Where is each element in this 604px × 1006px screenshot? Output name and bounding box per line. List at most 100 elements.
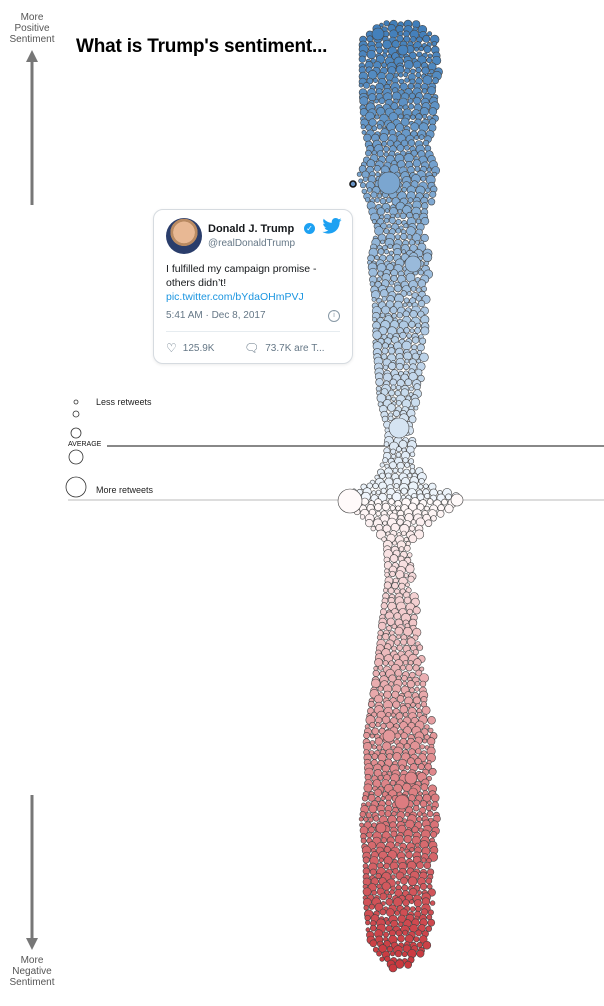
tweet-bubble[interactable] — [375, 510, 381, 517]
tweet-bubble[interactable] — [364, 914, 371, 922]
tweet-bubble[interactable] — [399, 331, 407, 340]
tweet-bubble[interactable] — [384, 249, 390, 255]
tweet-bubble[interactable] — [408, 502, 418, 512]
tweet-bubble[interactable] — [396, 634, 401, 640]
tweet-bubble[interactable] — [386, 493, 393, 500]
tweet-bubble[interactable] — [373, 164, 381, 172]
tweet-bubble[interactable] — [388, 250, 394, 256]
tweet-bubble[interactable] — [406, 680, 416, 689]
tweet-bubble[interactable] — [378, 621, 387, 631]
tweet-bubble[interactable] — [394, 732, 401, 740]
tweet-bubble[interactable] — [369, 868, 377, 876]
tweet-bubble[interactable] — [366, 77, 374, 85]
tweet-bubble[interactable] — [389, 306, 398, 314]
tweet-bubble[interactable] — [370, 525, 376, 532]
tweet-bubble[interactable] — [387, 587, 395, 595]
tweet-bubble[interactable] — [396, 644, 403, 651]
tweet-bubble[interactable] — [401, 884, 409, 892]
avatar[interactable] — [166, 218, 202, 254]
tweet-bubble[interactable] — [441, 498, 448, 506]
tweet-bubble[interactable] — [409, 906, 416, 912]
tweet-bubble[interactable] — [377, 124, 383, 130]
tweet-bubble[interactable] — [421, 88, 428, 94]
tweet-bubble[interactable] — [409, 525, 416, 532]
tweet-bubble[interactable] — [394, 950, 403, 958]
tweet-bubble[interactable] — [413, 96, 421, 105]
tweet-bubble[interactable] — [404, 462, 410, 468]
tweet-bubble[interactable] — [359, 96, 369, 106]
tweet-bubble[interactable] — [387, 403, 396, 412]
tweet-bubble[interactable] — [384, 572, 390, 578]
tweet-bubble[interactable] — [395, 880, 401, 886]
tweet-bubble[interactable] — [409, 451, 416, 458]
tweet-bubble[interactable] — [414, 135, 419, 141]
tweet-bubble[interactable] — [389, 951, 395, 957]
tweet-bubble[interactable] — [379, 956, 385, 962]
tweet-bubble[interactable] — [365, 812, 372, 819]
tweet-bubble[interactable] — [415, 66, 422, 74]
tweet-bubble[interactable] — [417, 349, 423, 355]
tweet-bubble[interactable] — [377, 193, 383, 199]
tweet-bubble[interactable] — [410, 36, 417, 43]
likes-count[interactable]: ♡ 125.9K — [166, 341, 215, 355]
tweet-bubble[interactable] — [419, 800, 428, 808]
tweet-bubble[interactable] — [359, 514, 366, 520]
tweet-bubble[interactable] — [392, 700, 401, 709]
tweet-bubble[interactable] — [397, 208, 403, 214]
tweet-bubble[interactable] — [369, 740, 375, 746]
tweet-bubble[interactable] — [383, 151, 389, 157]
tweet-bubble[interactable] — [396, 695, 405, 703]
tweet-bubble[interactable] — [428, 107, 438, 116]
tweet-bubble[interactable] — [376, 150, 384, 158]
tweet-bubble[interactable] — [396, 518, 404, 526]
tweet-card[interactable]: Donald J. Trump ✓ @realDonaldTrump I ful… — [153, 209, 353, 364]
tweet-bubble[interactable] — [381, 62, 387, 68]
tweet-bubble[interactable] — [427, 716, 436, 725]
tweet-bubble[interactable] — [389, 779, 396, 786]
tweet-bubble[interactable] — [378, 857, 384, 863]
tweet-bubble[interactable] — [380, 837, 387, 844]
tweet-bubble[interactable] — [382, 931, 389, 938]
tweet-bubble[interactable] — [384, 810, 392, 817]
tweet-bubble[interactable] — [389, 280, 395, 286]
tweet-bubble[interactable] — [379, 892, 388, 901]
tweet-bubble[interactable] — [403, 544, 411, 552]
tweet-author-handle[interactable]: @realDonaldTrump — [208, 238, 296, 249]
tweet-bubble[interactable] — [410, 286, 417, 292]
tweet-bubble[interactable] — [417, 374, 425, 383]
tweet-bubble[interactable] — [436, 509, 445, 518]
tweet-bubble[interactable] — [403, 537, 409, 542]
tweet-bubble[interactable] — [401, 186, 407, 193]
tweet-bubble[interactable] — [363, 905, 369, 911]
tweet-bubble[interactable] — [401, 951, 408, 958]
tweet-bubble[interactable] — [430, 515, 437, 522]
tweet-bubble[interactable] — [383, 364, 389, 371]
tweet-bubble[interactable] — [370, 58, 376, 64]
tweet-bubble[interactable] — [371, 753, 379, 760]
tweet-bubble[interactable] — [381, 296, 387, 302]
tweet-bubble[interactable] — [382, 633, 390, 641]
tweet-bubble[interactable] — [375, 489, 381, 495]
tweet-bubble[interactable] — [426, 498, 434, 505]
tweet-bubble[interactable] — [389, 461, 397, 470]
tweet-bubble[interactable] — [402, 929, 409, 936]
tweet-timestamp[interactable]: 5:41 AM · Dec 8, 2017 — [166, 310, 266, 321]
tweet-bubble[interactable] — [389, 889, 395, 895]
tweet-bubble[interactable] — [393, 483, 400, 489]
tweet-bubble[interactable] — [384, 889, 390, 895]
tweet-bubble[interactable] — [361, 129, 367, 135]
tweet-bubble[interactable] — [403, 626, 413, 637]
tweet-bubble[interactable] — [398, 582, 406, 590]
tweet-bubble[interactable] — [366, 49, 376, 60]
tweet-bubble[interactable] — [423, 861, 432, 870]
tweet-bubble[interactable] — [408, 458, 415, 465]
tweet-bubble[interactable] — [375, 385, 382, 392]
large-tweet-bubble[interactable] — [404, 771, 418, 785]
tweet-bubble[interactable] — [382, 457, 389, 464]
tweet-bubble[interactable] — [410, 397, 421, 408]
tweet-bubble[interactable] — [410, 114, 416, 120]
tweet-bubble[interactable] — [372, 78, 378, 84]
tweet-bubble[interactable] — [371, 490, 377, 496]
tweet-bubble[interactable] — [394, 888, 403, 898]
tweet-bubble[interactable] — [399, 847, 405, 853]
